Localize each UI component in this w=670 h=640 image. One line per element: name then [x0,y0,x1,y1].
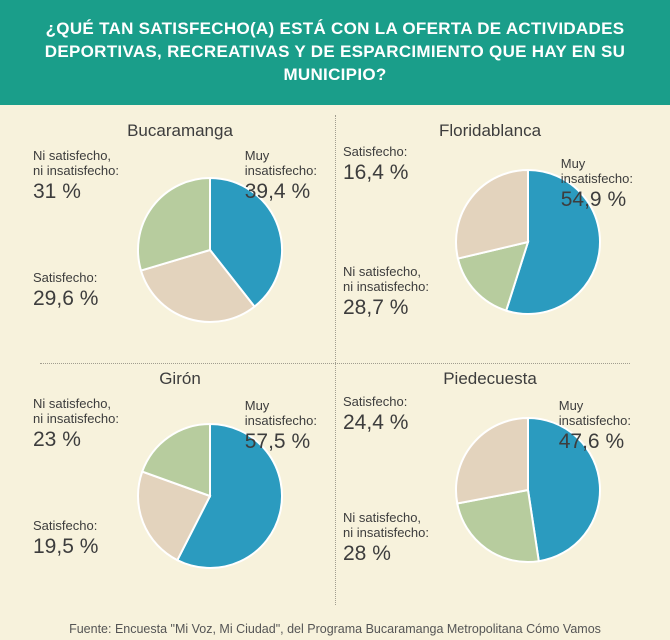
labels: Muyinsatisfecho: 47,6 % Satisfecho: 24,4… [343,391,637,611]
slice-label: Ni satisfecho,ni insatisfecho: [343,511,429,541]
slice-label: Muyinsatisfecho: [559,399,631,429]
slice-label: Ni satisfecho,ni insatisfecho: [33,149,119,179]
label-satisfecho: Satisfecho: 19,5 % [33,519,98,559]
label-ni: Ni satisfecho,ni insatisfecho: 28 % [343,511,429,566]
label-satisfecho: Satisfecho: 29,6 % [33,271,98,311]
slice-value: 24,4 % [343,411,408,435]
slice-value: 16,4 % [343,161,408,185]
label-ni: Ni satisfecho,ni insatisfecho: 28,7 % [343,265,429,320]
label-muy-insatisfecho: Muyinsatisfecho: 54,9 % [561,157,633,212]
label-satisfecho: Satisfecho: 16,4 % [343,145,408,185]
slice-label: Satisfecho: [343,145,408,160]
slice-value: 39,4 % [245,180,317,204]
slice-value: 23 % [33,428,119,452]
slice-label: Ni satisfecho,ni insatisfecho: [33,397,119,427]
panel-title: Girón [33,369,327,389]
slice-label: Satisfecho: [33,519,98,534]
labels: Muyinsatisfecho: 57,5 % Ni satisfecho,ni… [33,391,327,611]
slice-value: 47,6 % [559,430,631,454]
slice-value: 29,6 % [33,287,98,311]
slice-label: Satisfecho: [343,395,408,410]
slice-label: Muyinsatisfecho: [245,399,317,429]
panel-bucaramanga: Bucaramanga Muyinsatisfecho: 39,4 % Ni s… [25,115,335,363]
label-ni: Ni satisfecho,ni insatisfecho: 31 % [33,149,119,204]
label-satisfecho: Satisfecho: 24,4 % [343,395,408,435]
slice-value: 57,5 % [245,430,317,454]
chart-grid: Bucaramanga Muyinsatisfecho: 39,4 % Ni s… [0,105,670,611]
slice-value: 28,7 % [343,296,429,320]
labels: Muyinsatisfecho: 39,4 % Ni satisfecho,ni… [33,143,327,363]
slice-label: Muyinsatisfecho: [245,149,317,179]
label-ni: Ni satisfecho,ni insatisfecho: 23 % [33,397,119,452]
label-muy-insatisfecho: Muyinsatisfecho: 47,6 % [559,399,631,454]
label-muy-insatisfecho: Muyinsatisfecho: 39,4 % [245,149,317,204]
slice-label: Ni satisfecho,ni insatisfecho: [343,265,429,295]
panel-piedecuesta: Piedecuesta Muyinsatisfecho: 47,6 % Sati… [335,363,645,611]
source-footer: Fuente: Encuesta "Mi Voz, Mi Ciudad", de… [0,622,670,636]
slice-value: 31 % [33,180,119,204]
infographic-page: ¿QUÉ TAN SATISFECHO(A) ESTÁ CON LA OFERT… [0,0,670,640]
panel-title: Floridablanca [343,121,637,141]
label-muy-insatisfecho: Muyinsatisfecho: 57,5 % [245,399,317,454]
labels: Muyinsatisfecho: 54,9 % Satisfecho: 16,4… [343,143,637,363]
panel-title: Piedecuesta [343,369,637,389]
panel-giron: Girón Muyinsatisfecho: 57,5 % Ni satisfe… [25,363,335,611]
slice-value: 19,5 % [33,535,98,559]
panel-floridablanca: Floridablanca Muyinsatisfecho: 54,9 % Sa… [335,115,645,363]
header-question: ¿QUÉ TAN SATISFECHO(A) ESTÁ CON LA OFERT… [0,0,670,105]
slice-label: Muyinsatisfecho: [561,157,633,187]
panel-title: Bucaramanga [33,121,327,141]
slice-value: 28 % [343,542,429,566]
slice-label: Satisfecho: [33,271,98,286]
slice-value: 54,9 % [561,188,633,212]
